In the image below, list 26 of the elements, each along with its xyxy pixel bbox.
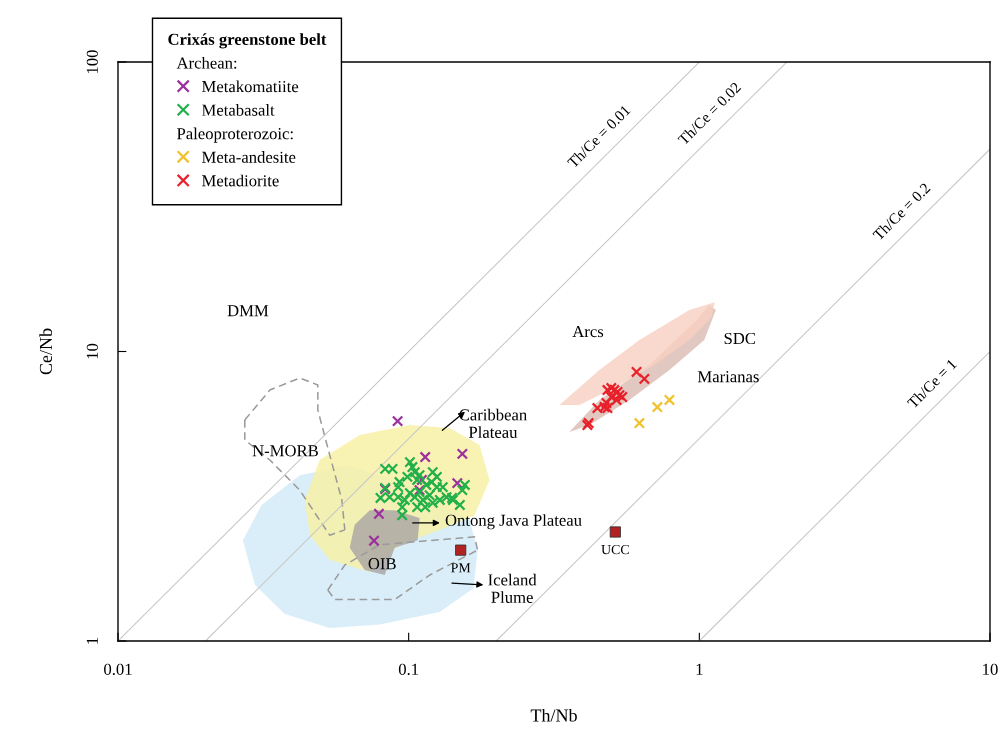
annotation: Paleoproterozoic: bbox=[177, 127, 293, 143]
legend-title: Crixás greenstone belt bbox=[168, 33, 327, 49]
annotation: N-MORB bbox=[252, 445, 318, 457]
annotation: SDC bbox=[724, 332, 756, 345]
legend-label: Metadiorite bbox=[202, 174, 279, 187]
y-tick-label: 10 bbox=[86, 343, 98, 359]
y-tick-label: 100 bbox=[86, 50, 98, 74]
legend-label: Meta-andesite bbox=[202, 151, 296, 163]
x-tick-label: 1 bbox=[696, 663, 703, 675]
annotation: Iceland Plume bbox=[488, 573, 537, 603]
legend-label: Metabasalt bbox=[202, 104, 275, 116]
annotation: Marianas bbox=[697, 371, 759, 383]
x-tick-label: 10 bbox=[983, 663, 998, 675]
annotation: Ontong Java Plateau bbox=[445, 514, 582, 530]
x-axis-title: Th/Nb bbox=[530, 708, 577, 722]
x-tick-label: 0.1 bbox=[398, 663, 419, 676]
x-tick-label: 0.01 bbox=[104, 663, 132, 676]
annotation: Arcs bbox=[572, 325, 604, 338]
annotation: UCC bbox=[601, 544, 629, 555]
legend-label: Metakomatiite bbox=[202, 80, 299, 93]
annotation: Archean: bbox=[176, 56, 237, 69]
annotation: PM bbox=[451, 563, 471, 573]
annotation: OIB bbox=[368, 558, 396, 570]
annotation: DMM bbox=[227, 305, 269, 317]
y-tick-label: 1 bbox=[86, 637, 98, 644]
y-axis-title: Ce/Nb bbox=[39, 328, 52, 375]
